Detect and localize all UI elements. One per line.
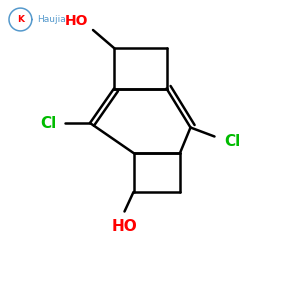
Text: K: K <box>17 15 24 24</box>
Text: Cl: Cl <box>224 134 241 148</box>
Text: Haujia: Haujia <box>38 15 66 24</box>
Text: Cl: Cl <box>40 116 56 130</box>
Text: HO: HO <box>65 14 88 28</box>
Text: HO: HO <box>112 219 137 234</box>
